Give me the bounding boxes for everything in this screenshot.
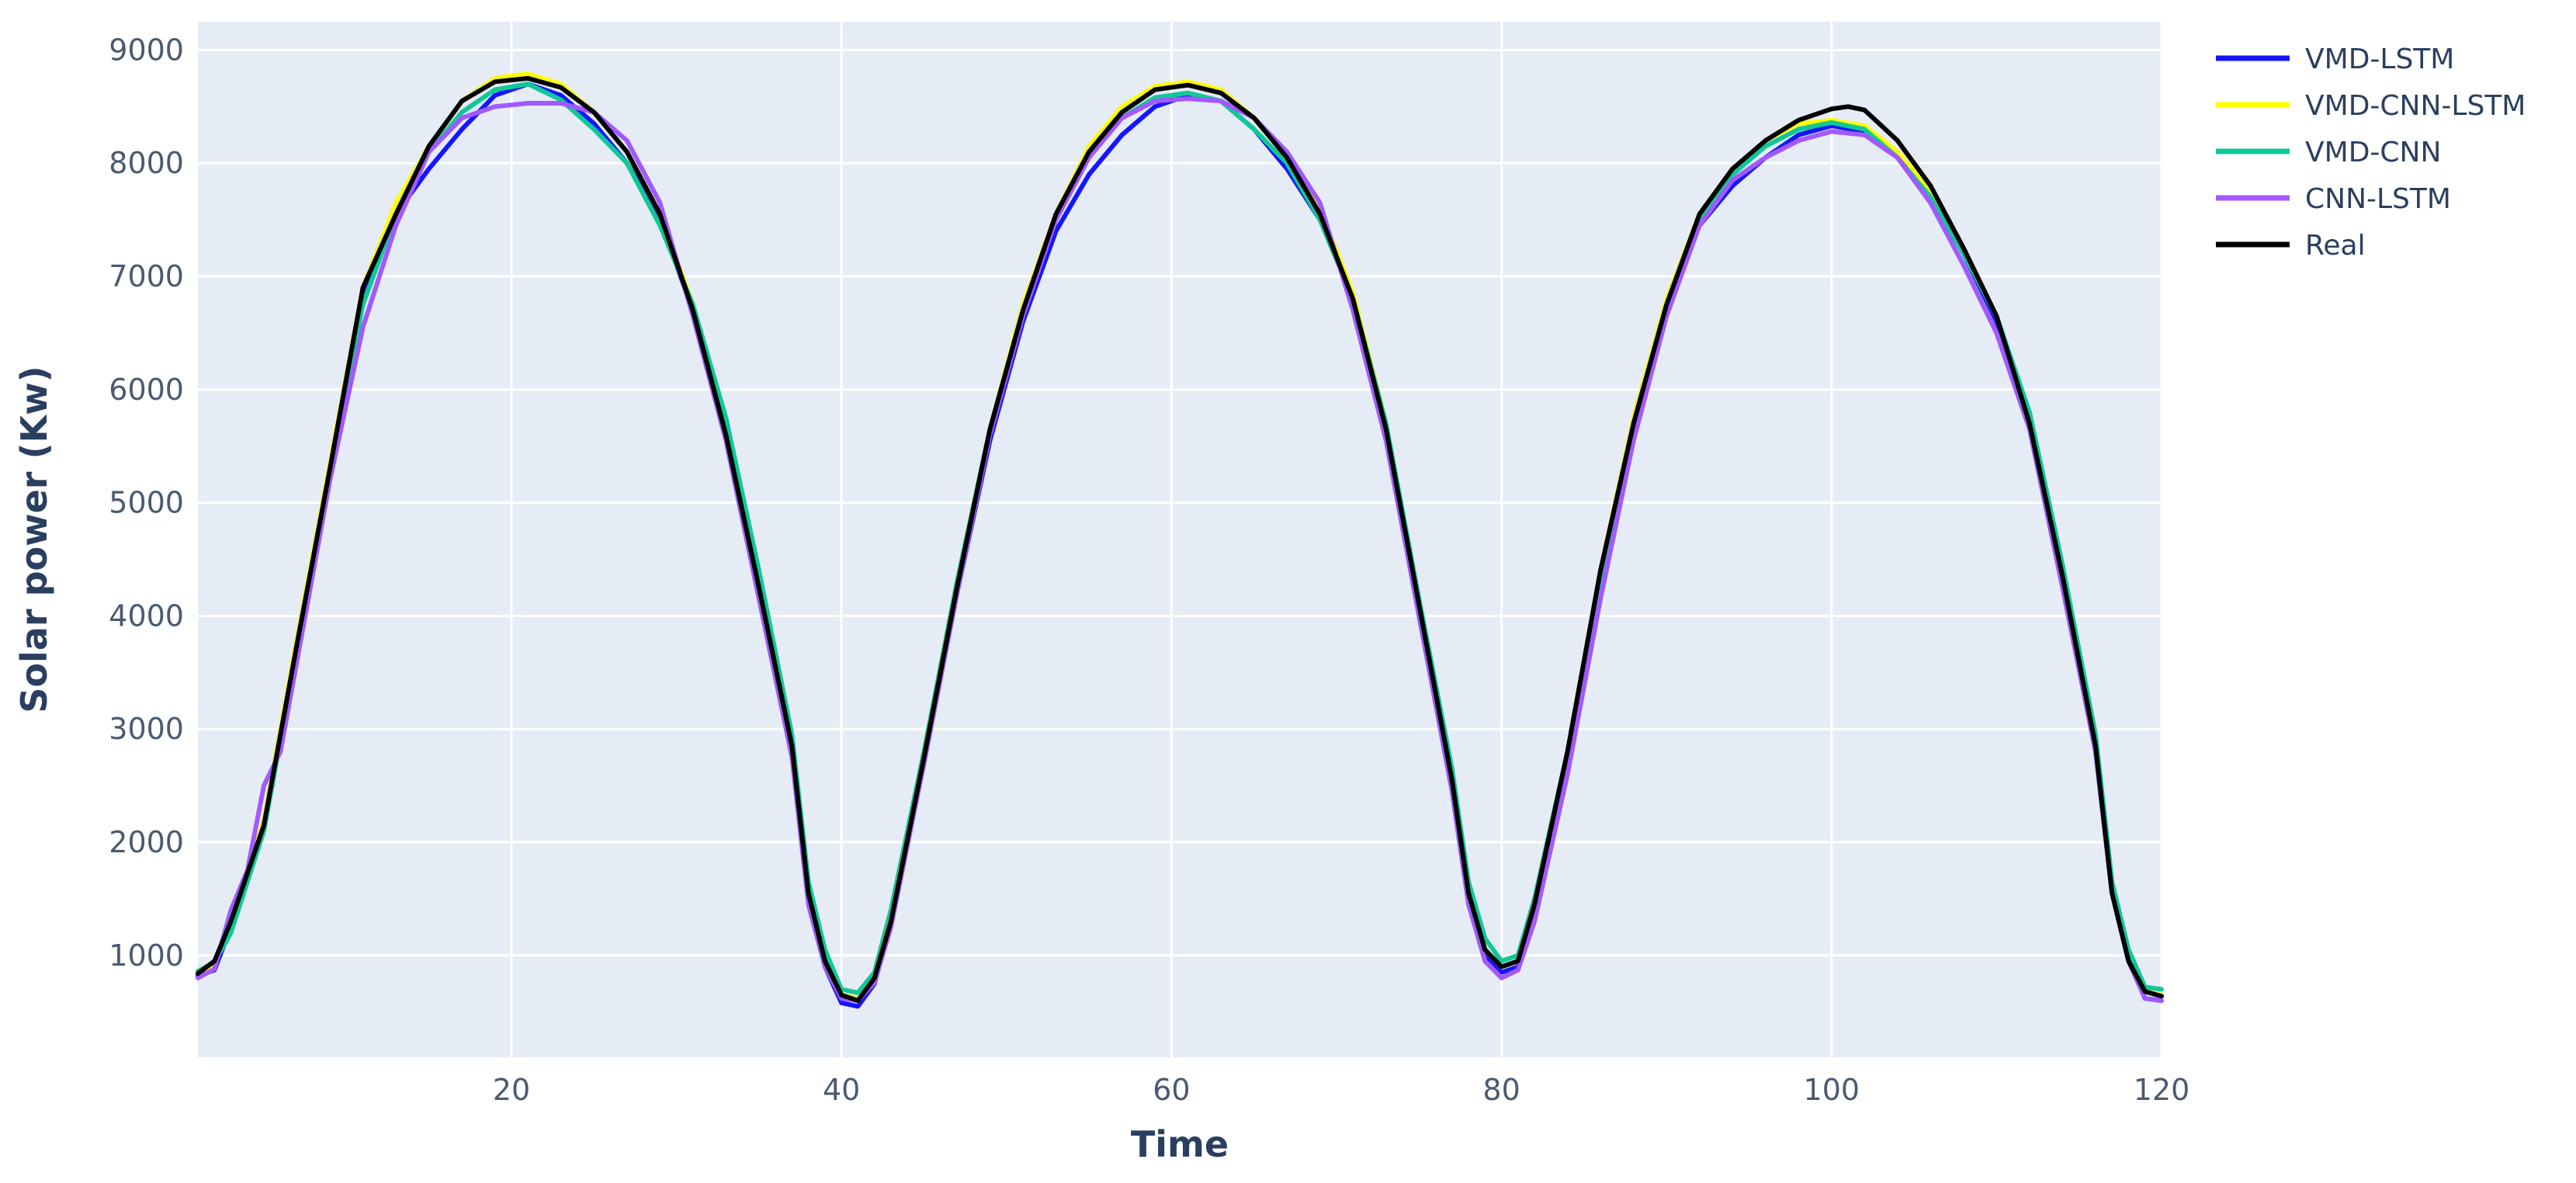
legend-label: VMD-CNN-LSTM xyxy=(2305,90,2526,122)
x-tick-label: 100 xyxy=(1804,1073,1860,1107)
legend-item-vmd-lstm[interactable]: VMD-LSTM xyxy=(2216,43,2454,75)
legend-label: VMD-CNN xyxy=(2305,137,2441,168)
tick-labels: 1000 2000 3000 4000 5000 6000 7000 8000 9000 20 40… xyxy=(109,33,2189,1107)
y-tick-label: 4000 xyxy=(109,598,184,633)
y-tick-label: 2000 xyxy=(109,825,184,859)
x-tick-label: 80 xyxy=(1482,1073,1520,1107)
y-tick-label: 7000 xyxy=(109,259,184,293)
x-tick-label: 120 xyxy=(2134,1073,2190,1107)
legend[interactable]: VMD-LSTM VMD-CNN-LSTM VMD-CNN CNN-LSTM Real xyxy=(2216,43,2526,262)
y-tick-label: 9000 xyxy=(109,33,184,67)
series-line-vmd-cnn-lstm xyxy=(196,71,2164,1001)
legend-label: Real xyxy=(2305,230,2366,262)
series-line-real xyxy=(196,75,2164,1004)
legend-item-cnn-lstm[interactable]: CNN-LSTM xyxy=(2216,183,2451,215)
y-tick-label: 6000 xyxy=(109,373,184,407)
plot-area xyxy=(198,22,2162,1057)
series-line-cnn-lstm xyxy=(196,96,2164,1004)
series-line-vmd-cnn xyxy=(196,82,2164,995)
grid-lines xyxy=(198,22,2163,1057)
legend-label: CNN-LSTM xyxy=(2305,183,2451,215)
legend-item-real[interactable]: Real xyxy=(2216,230,2366,262)
legend-item-vmd-cnn-lstm[interactable]: VMD-CNN-LSTM xyxy=(2216,90,2526,122)
legend-label: VMD-LSTM xyxy=(2305,43,2454,75)
y-axis-title: Solar power (Kw) xyxy=(13,366,55,713)
series-lines xyxy=(196,71,2164,1009)
y-tick-label: 5000 xyxy=(109,486,184,520)
legend-item-vmd-cnn[interactable]: VMD-CNN xyxy=(2216,137,2441,168)
x-tick-label: 60 xyxy=(1153,1073,1190,1107)
y-tick-label: 8000 xyxy=(109,146,184,180)
x-tick-label: 20 xyxy=(493,1073,530,1107)
x-axis-title: Time xyxy=(1131,1123,1229,1165)
y-tick-label: 3000 xyxy=(109,712,184,746)
y-tick-label: 1000 xyxy=(109,938,184,973)
x-tick-label: 40 xyxy=(823,1073,860,1107)
